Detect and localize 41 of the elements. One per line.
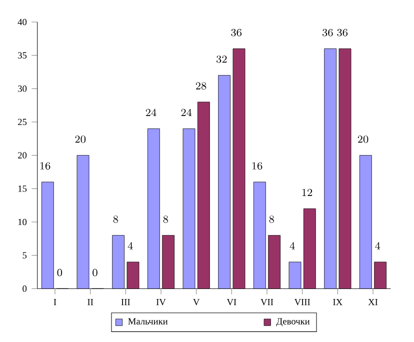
data-label: 36 <box>322 28 333 36</box>
data-label: 28 <box>196 82 206 90</box>
data-label: 24 <box>181 108 192 116</box>
legend-label: Девочки <box>276 318 310 326</box>
y-tick-label: 0 <box>22 286 27 292</box>
x-tick-label: VIII <box>294 299 310 306</box>
data-label: 12 <box>302 188 312 196</box>
y-tick-label: 15 <box>18 186 27 192</box>
data-label: 4 <box>290 242 295 250</box>
y-tick-label: 40 <box>18 18 27 26</box>
y-tick-label: 20 <box>18 152 27 158</box>
x-tick-label: II <box>88 299 94 306</box>
data-label: 8 <box>113 216 118 223</box>
y-tick-label: 10 <box>18 218 27 226</box>
x-tick-label: I <box>54 299 56 306</box>
x-tick-label: XI <box>368 299 378 306</box>
legend-label: Мальчики <box>128 318 168 324</box>
data-label: 32 <box>216 56 227 63</box>
data-label: 20 <box>358 136 368 143</box>
y-tick-label: 5 <box>22 252 27 258</box>
y-tick-label: 25 <box>18 118 27 126</box>
data-label: 24 <box>146 108 156 116</box>
data-label: 8 <box>269 216 274 223</box>
x-tick-label: V <box>193 299 200 306</box>
x-tick-label: IX <box>333 299 342 306</box>
data-label: 16 <box>40 162 50 170</box>
data-label: 8 <box>163 216 168 223</box>
x-tick-label: IV <box>156 299 166 306</box>
data-label: 4 <box>375 242 380 250</box>
data-label: 20 <box>75 136 86 143</box>
y-tick-label: 35 <box>18 52 27 58</box>
data-label: 0 <box>57 268 62 276</box>
y-tick-label: 30 <box>18 86 27 92</box>
data-label: 36 <box>337 28 348 36</box>
data-label: 4 <box>128 242 133 250</box>
x-tick-label: III <box>121 299 130 306</box>
x-tick-label: VI <box>226 299 236 306</box>
x-tick-label: VII <box>260 299 274 306</box>
data-label: 36 <box>231 28 242 36</box>
data-label: 16 <box>252 162 262 170</box>
data-label: 0 <box>92 268 98 276</box>
